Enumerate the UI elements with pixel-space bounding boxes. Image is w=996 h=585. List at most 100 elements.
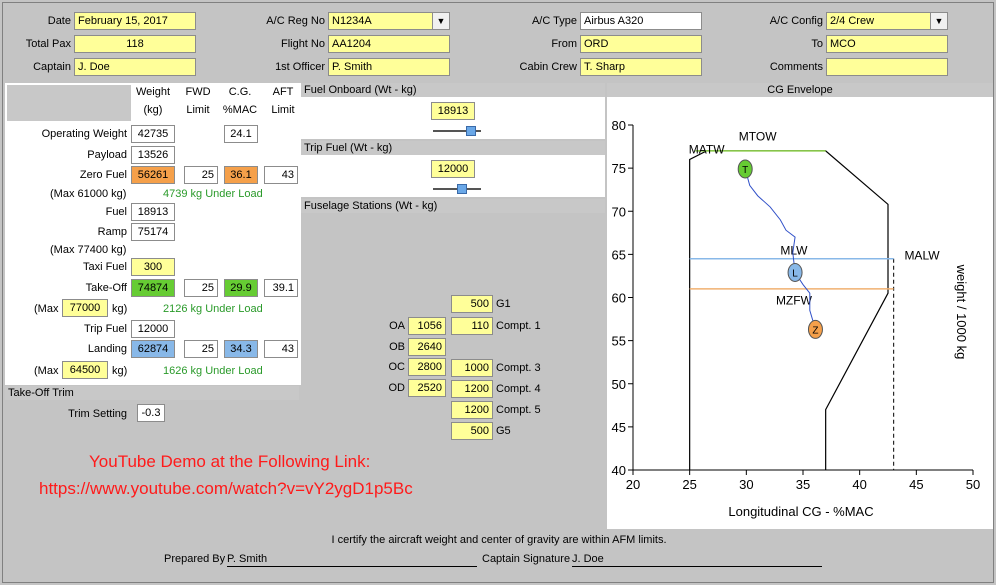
col-aft-sub: Limit [271,104,295,116]
oc-label: OC [388,361,406,373]
cg-point-label: L [792,268,798,279]
c1-field[interactable]: 110 [451,317,493,335]
zf-margin: 4739 kg Under Load [163,188,263,200]
chevron-down-icon[interactable]: ▼ [432,13,449,29]
trim-value: -0.3 [137,404,165,422]
ldg-weight: 62874 [131,340,175,358]
weights-header-blank [7,85,131,121]
cabin-label: Cabin Crew [519,61,577,73]
c5-field[interactable]: 1200 [451,401,493,419]
to-max-prefix: (Max [34,303,59,315]
demo-link[interactable]: https://www.youtube.com/watch?v=vY2ygD1p… [39,479,413,498]
x-tick-label: 20 [626,477,640,492]
annotation-matw: MATW [689,142,725,156]
op-weight: 42735 [131,125,175,143]
y-tick-label: 60 [612,291,626,306]
col-fwd: FWD [185,86,211,98]
captain-label: Captain [33,61,71,73]
annotation-mtow: MTOW [739,130,777,144]
pax-label: Total Pax [25,38,71,50]
from-field[interactable]: ORD [580,35,702,53]
y-tick-label: 40 [612,463,626,478]
payload-weight: 13526 [131,146,175,164]
acconfig-select[interactable]: 2/4 Crew ▼ [826,12,948,30]
fo-field[interactable]: P. Smith [328,58,450,76]
trip-label: Trip Fuel [84,323,127,335]
trip-fuel-slider-thumb[interactable] [456,184,467,194]
ob-field[interactable]: 2640 [408,338,446,356]
x-axis-label: Longitudinal CG - %MAC [728,504,873,519]
cg-shift-path [744,168,816,330]
captain-field[interactable]: J. Doe [74,58,196,76]
zf-fwd: 25 [184,166,218,184]
ldg-max-prefix: (Max [34,365,59,377]
fuel-onboard-slider-thumb[interactable] [466,126,477,136]
col-fwd-sub: Limit [186,104,210,116]
od-label: OD [388,382,406,394]
annotation-mlw: MLW [780,243,808,257]
acreg-select[interactable]: N1234A ▼ [328,12,450,30]
to-cg: 29.9 [224,279,258,297]
to-max-suffix: kg) [112,303,128,315]
g5-field[interactable]: 500 [451,422,493,440]
to-max-field[interactable]: 77000 [62,299,108,317]
trim-header: Take-Off Trim [5,386,299,400]
trip-fuel-field[interactable]: 12000 [431,160,475,178]
pax-field[interactable]: 118 [74,35,196,53]
taxi-label: Taxi Fuel [82,261,127,273]
to-weight-label: Take-Off [85,282,127,294]
g5-label: G5 [496,425,511,437]
demo-line1: YouTube Demo at the Following Link: [89,452,371,471]
comments-field[interactable] [826,58,948,76]
c3-field[interactable]: 1000 [451,359,493,377]
captain-sig-field[interactable]: J. Doe [572,553,822,567]
oa-field[interactable]: 1056 [408,317,446,335]
g1-field[interactable]: 500 [451,295,493,313]
op-label: Operating Weight [41,128,127,140]
cabin-field[interactable]: T. Sharp [580,58,702,76]
taxi-field[interactable]: 300 [131,258,175,276]
y-tick-label: 55 [612,334,626,349]
fuel-onboard-slider-track[interactable] [433,130,481,132]
fuel-onboard-field[interactable]: 18913 [431,102,475,120]
zf-max: (Max 61000 kg) [50,188,127,200]
captain-sig-label: Captain Signature [482,553,571,565]
zf-weight: 56261 [131,166,175,184]
ramp-weight: 75174 [131,223,175,241]
c3-label: Compt. 3 [496,362,541,374]
chevron-down-icon[interactable]: ▼ [930,13,947,29]
y-tick-label: 75 [612,161,626,176]
prepared-field[interactable]: P. Smith [227,553,477,567]
g1-label: G1 [496,298,511,310]
stations-header: Fuselage Stations (Wt - kg) [301,199,605,213]
oa-label: OA [389,320,405,332]
od-field[interactable]: 2520 [408,379,446,397]
actype-field[interactable]: Airbus A320 [580,12,702,30]
x-tick-label: 25 [682,477,696,492]
cg-point-t [737,159,753,179]
ldg-label: Landing [87,343,127,355]
c1-label: Compt. 1 [496,320,541,332]
flight-field[interactable]: AA1204 [328,35,450,53]
x-tick-label: 40 [852,477,866,492]
prepared-label: Prepared By [164,553,226,565]
to-weight: 74874 [131,279,175,297]
to-field[interactable]: MCO [826,35,948,53]
to-margin: 2126 kg Under Load [163,303,263,315]
ldg-cg: 34.3 [224,340,258,358]
to-aft: 39.1 [264,279,298,297]
ldg-max-field[interactable]: 64500 [62,361,108,379]
date-label: Date [47,15,71,27]
oc-field[interactable]: 2800 [408,358,446,376]
col-aft: AFT [272,86,294,98]
c4-field[interactable]: 1200 [451,380,493,398]
actype-label: A/C Type [531,15,577,27]
cg-point-label: Z [812,325,818,336]
cg-envelope-chart: 20 25 30 35 40 45 50 40 45 50 55 60 65 70 75 80 MTOW MAT… [612,118,981,519]
to-label: To [811,38,823,50]
ldg-max-suffix: kg) [112,365,128,377]
x-tick-label: 45 [909,477,923,492]
ramp-label: Ramp [97,226,127,238]
date-field[interactable]: February 15, 2017 [74,12,196,30]
